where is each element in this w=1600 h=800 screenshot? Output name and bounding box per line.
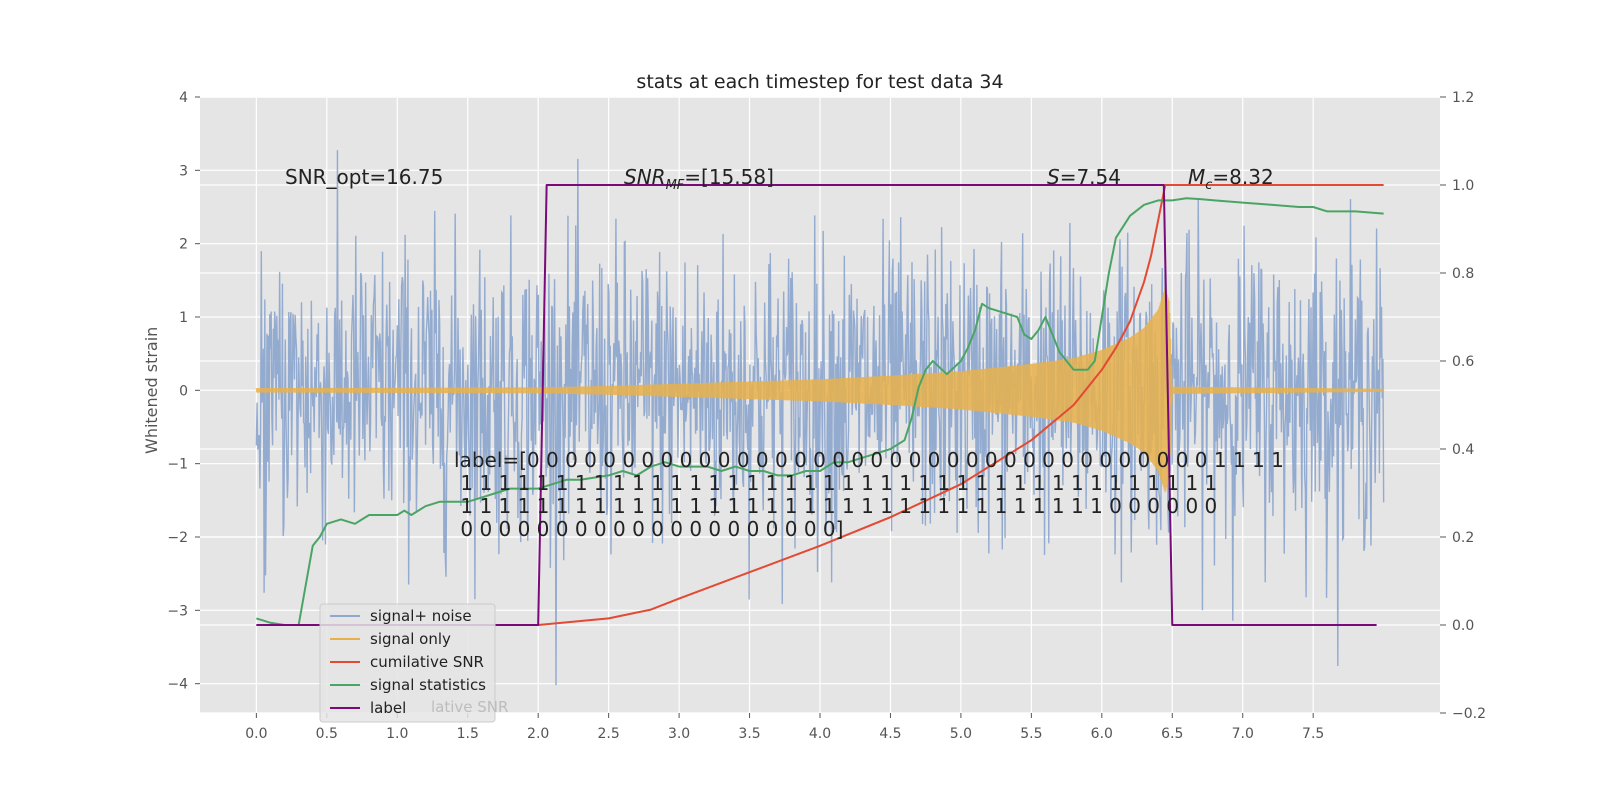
x-tick-label: 6.5: [1161, 726, 1183, 742]
y2-tick-label: −0.2: [1452, 706, 1486, 722]
annotation-s-symbol: S: [1047, 165, 1060, 189]
x-tick-label: 4.0: [809, 726, 831, 742]
y-tick-label: 4: [179, 90, 188, 106]
annotation-snr-opt: SNR_opt=16.75: [285, 165, 443, 189]
y2-tick-label: 0.0: [1452, 618, 1474, 634]
legend-entry-signal-noise: signal+ noise: [370, 607, 472, 625]
signal-noise-series: [255, 150, 1385, 686]
annotation-mc-symbol: M: [1188, 165, 1205, 189]
y-tick-label: −1: [167, 457, 188, 473]
x-tick-label: 7.0: [1232, 726, 1254, 742]
x-tick-label: 0.5: [316, 726, 338, 742]
signal-only-series: [255, 288, 1385, 493]
label-vector-text: label=[0 0 0 0 0 0 0 0 0 0 0 0 0 0 0 0 0…: [454, 448, 1284, 541]
x-tick-label: 1.0: [386, 726, 408, 742]
y-axis-label: Whitened strain: [142, 327, 161, 454]
annotation-mc-value: =8.32: [1212, 165, 1273, 189]
legend-entry-cumulative-snr: cumilative SNR: [370, 653, 484, 671]
y2-tick-label: 0.6: [1452, 354, 1474, 370]
label-text-line-4: 0 0 0 0 0 0 0 0 0 0 0 0 0 0 0 0 0 0 0 0]: [454, 517, 843, 541]
x-tick-label: 4.5: [879, 726, 901, 742]
annotation-snr-mf-symbol: SNR: [624, 165, 666, 189]
annotation-snr-mf: SNRMF=[15.58]: [624, 165, 774, 193]
x-tick-label: 2.5: [598, 726, 620, 742]
cumulative-snr-line: [538, 184, 1384, 626]
legend: lative SNR signal+ noise signal only cum…: [319, 603, 508, 723]
y-tick-label: 0: [179, 383, 188, 399]
y-tick-label: −3: [167, 603, 188, 619]
x-tick-label: 7.5: [1302, 726, 1324, 742]
legend-ghost-text: lative SNR: [431, 698, 508, 716]
annotation-mc-subscript: c: [1205, 178, 1212, 193]
x-tick-label: 2.0: [527, 726, 549, 742]
signal-only-line: [255, 288, 1385, 493]
x-tick-label: 6.0: [1091, 726, 1113, 742]
label-text-line-3: 1 1 1 1 1 1 1 1 1 1 1 1 1 1 1 1 1 1 1 1 …: [454, 494, 1217, 518]
annotation-s-stat: S=7.54: [1047, 165, 1121, 189]
x-tick-label: 1.5: [457, 726, 479, 742]
annotation-chirp-mass: Mc=8.32: [1188, 165, 1274, 193]
signal-noise-line: [255, 150, 1385, 686]
y-tick-label: −2: [167, 530, 188, 546]
y2-tick-label: 0.8: [1452, 266, 1474, 282]
label-text-line-1: label=[0 0 0 0 0 0 0 0 0 0 0 0 0 0 0 0 0…: [454, 448, 1284, 472]
signal-statistics-line: [256, 197, 1384, 626]
legend-entry-signal-statistics: signal statistics: [370, 676, 486, 694]
y-tick-label: 2: [179, 237, 188, 253]
legend-entry-signal-only: signal only: [370, 630, 451, 648]
y-tick-label: −4: [167, 677, 188, 693]
x-tick-label: 3.5: [738, 726, 760, 742]
y2-tick-label: 1.0: [1452, 178, 1474, 194]
x-tick-label: 5.5: [1020, 726, 1042, 742]
legend-entry-label: label: [370, 699, 406, 717]
x-tick-label: 0.0: [245, 726, 267, 742]
y2-tick-label: 0.4: [1452, 442, 1474, 458]
x-tick-label: 5.0: [950, 726, 972, 742]
legend-box: [319, 603, 496, 723]
y2-tick-label: 1.2: [1452, 90, 1474, 106]
annotation-s-value: =7.54: [1060, 165, 1121, 189]
annotation-snr-mf-value: =[15.58]: [684, 165, 774, 189]
y-tick-label: 3: [179, 163, 188, 179]
y-tick-label: 1: [179, 310, 188, 326]
label-text-line-2: 1 1 1 1 1 1 1 1 1 1 1 1 1 1 1 1 1 1 1 1 …: [454, 471, 1217, 495]
annotation-snr-mf-subscript: MF: [666, 178, 685, 193]
axis-ticks: 0.0 0.5 1.0 1.5 2.0 2.5 3.0 3.5 4.0 4.5 5.0 5.5 6.0 6…: [167, 90, 1486, 742]
x-tick-label: 3.0: [668, 726, 690, 742]
chart-title: stats at each timestep for test data 34: [636, 71, 1003, 93]
y2-tick-label: 0.2: [1452, 530, 1474, 546]
